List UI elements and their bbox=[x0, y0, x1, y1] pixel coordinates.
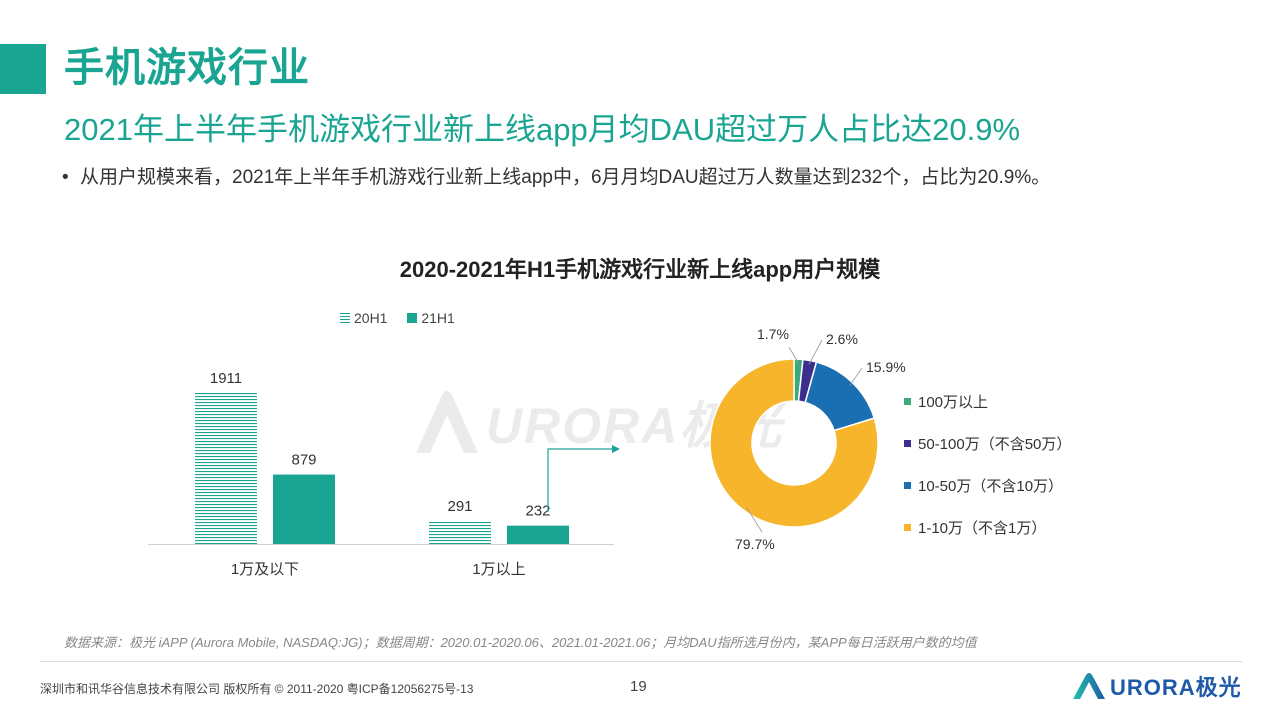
logo-text: URORA极光 bbox=[1110, 675, 1242, 700]
bar-value-label: 232 bbox=[525, 503, 550, 520]
donut-legend-label: 1-10万（不含1万） bbox=[918, 519, 1047, 537]
donut-legend-label: 100万以上 bbox=[918, 393, 989, 411]
donut-legend-item: 1-10万（不含1万） bbox=[904, 506, 1071, 548]
legend-swatch-21h1 bbox=[407, 313, 418, 323]
donut-legend-item: 100万以上 bbox=[904, 380, 1071, 422]
bullet-text: 从用户规模来看，2021年上半年手机游戏行业新上线app中，6月月均DAU超过万… bbox=[80, 167, 1051, 188]
donut-leader-line bbox=[808, 339, 823, 365]
bar-21h1-1 bbox=[507, 525, 569, 544]
bar-value-label: 1911 bbox=[210, 370, 242, 387]
chart-title: 2020-2021年H1手机游戏行业新上线app用户规模 bbox=[399, 257, 881, 282]
legend-label-21h1: 21H1 bbox=[421, 310, 455, 326]
arrow-head-icon bbox=[612, 445, 620, 453]
legend-item-21h1: 21H1 bbox=[407, 310, 455, 326]
donut-legend-label: 50-100万（不含50万） bbox=[918, 435, 1072, 453]
copyright-text: 深圳市和讯华谷信息技术有限公司 版权所有 © 2011-2020 粤ICP备12… bbox=[40, 682, 474, 696]
bar-20h1-0 bbox=[195, 393, 257, 544]
donut-value-label: 79.7% bbox=[735, 536, 775, 552]
donut-legend-swatch bbox=[904, 397, 911, 405]
donut-value-label: 15.9% bbox=[866, 359, 906, 375]
title-accent-bar bbox=[0, 44, 46, 94]
legend-item-20h1: 20H1 bbox=[340, 310, 387, 326]
page-subtitle: 2021年上半年手机游戏行业新上线app月均DAU超过万人占比达20.9% bbox=[64, 112, 1021, 147]
donut-value-label: 2.6% bbox=[826, 331, 858, 347]
donut-legend-swatch bbox=[904, 481, 911, 489]
legend-swatch-20h1 bbox=[340, 313, 350, 323]
donut-legend: 100万以上 50-100万（不含50万） 10-50万（不含10万） 1-10万（不… bbox=[904, 380, 1071, 548]
page-number: 19 bbox=[630, 678, 647, 695]
bar-legend: 20H1 21H1 bbox=[340, 310, 471, 326]
donut-slice-2 bbox=[804, 361, 876, 432]
bullet-marker: • bbox=[62, 167, 69, 188]
donut-legend-label: 10-50万（不含10万） bbox=[918, 477, 1064, 495]
donut-legend-item: 50-100万（不含50万） bbox=[904, 422, 1071, 464]
donut-legend-swatch bbox=[904, 439, 911, 447]
donut-slice-3 bbox=[709, 358, 879, 528]
bar-20h1-1 bbox=[429, 521, 491, 544]
donut-legend-swatch bbox=[904, 523, 911, 531]
donut-leader-line bbox=[788, 346, 799, 364]
bar-value-label: 291 bbox=[447, 498, 472, 515]
page-title: 手机游戏行业 bbox=[64, 46, 310, 90]
aurora-logo-icon bbox=[1073, 673, 1105, 699]
bullet-point: • 从用户规模来看，2021年上半年手机游戏行业新上线app中，6月月均DAU超过… bbox=[62, 164, 1050, 192]
data-source-note: 数据来源：极光 iAPP (Aurora Mobile, NASDAQ:JG)；… bbox=[64, 635, 977, 650]
footer-divider bbox=[40, 661, 1242, 662]
aurora-logo: URORA极光 bbox=[1072, 670, 1242, 702]
bar-category-label: 1万以上 bbox=[472, 561, 525, 578]
bar-value-label: 879 bbox=[291, 452, 316, 469]
bar-category-label: 1万及以下 bbox=[231, 561, 299, 578]
bar-21h1-0 bbox=[273, 474, 335, 544]
donut-leader-line bbox=[849, 367, 863, 386]
legend-label-20h1: 20H1 bbox=[354, 310, 388, 326]
donut-legend-item: 10-50万（不含10万） bbox=[904, 464, 1071, 506]
donut-value-label: 1.7% bbox=[757, 326, 789, 342]
connector-arrow-line bbox=[547, 448, 612, 512]
donut-leader-line bbox=[746, 507, 763, 533]
